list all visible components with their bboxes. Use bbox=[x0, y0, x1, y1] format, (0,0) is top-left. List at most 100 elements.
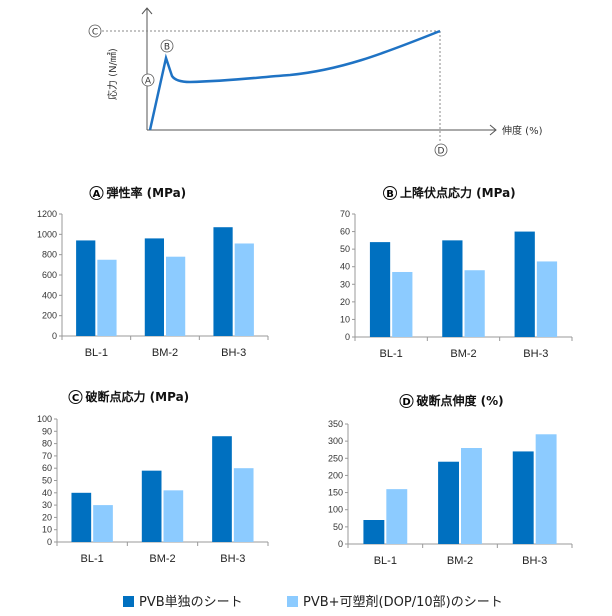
marker-c: C bbox=[88, 24, 102, 38]
legend-label-pvb: PVB単独のシート bbox=[139, 594, 243, 610]
chart-title: B 上降伏点応力 (MPa) bbox=[383, 185, 516, 200]
y-tick-label: 50 bbox=[333, 522, 343, 532]
diagram-y-label: 応力 (N/㎟) bbox=[106, 48, 119, 100]
y-tick-label: 50 bbox=[42, 476, 52, 486]
y-tick-label: 0 bbox=[47, 537, 52, 547]
x-tick-label: BL-1 bbox=[81, 553, 104, 565]
x-tick-label: BM-2 bbox=[149, 553, 175, 565]
bar-pvb-dop bbox=[461, 448, 482, 544]
bar-pvb bbox=[512, 451, 534, 544]
bar-pvb bbox=[514, 231, 535, 337]
y-tick-label: 20 bbox=[42, 512, 52, 522]
y-tick-label: 10 bbox=[340, 314, 350, 324]
bar-pvb-dop bbox=[163, 490, 184, 542]
y-tick-label: 100 bbox=[328, 505, 343, 515]
x-tick-label: BH-3 bbox=[523, 348, 548, 360]
y-tick-label: 400 bbox=[42, 290, 57, 300]
y-tick-label: 60 bbox=[340, 227, 350, 237]
bar-pvb-dop bbox=[93, 505, 113, 542]
chart-title: C 破断点応力 (MPa) bbox=[68, 389, 190, 404]
bar-pvb bbox=[144, 238, 164, 336]
diagram-x-label: 伸度 (%) bbox=[502, 124, 543, 137]
y-tick-label: 0 bbox=[345, 332, 350, 342]
marker-b: B bbox=[160, 39, 174, 53]
y-tick-label: 1200 bbox=[37, 209, 57, 219]
y-tick-label: 90 bbox=[42, 426, 52, 436]
x-tick-label: BM-2 bbox=[447, 555, 473, 567]
chart-title-text: 破断点伸度 (%) bbox=[417, 393, 504, 408]
y-tick-label: 0 bbox=[52, 331, 57, 341]
bar-pvb-dop bbox=[233, 468, 254, 542]
legend-swatch-pvb bbox=[123, 596, 134, 607]
bar-pvb bbox=[369, 242, 391, 337]
svg-text:A: A bbox=[145, 77, 152, 87]
y-tick-label: 0 bbox=[338, 539, 343, 549]
svg-text:D: D bbox=[438, 147, 445, 157]
chart-title-text: 弾性率 (MPa) bbox=[107, 185, 187, 200]
y-tick-label: 50 bbox=[340, 244, 350, 254]
y-tick-label: 300 bbox=[328, 436, 343, 446]
x-axis-arrowhead bbox=[489, 124, 497, 136]
y-tick-label: 40 bbox=[42, 488, 52, 498]
legend-swatch-pvb-dop bbox=[287, 596, 298, 607]
bar-pvb-dop bbox=[386, 489, 408, 544]
svg-text:B: B bbox=[164, 43, 170, 53]
marker-d: D bbox=[434, 143, 448, 157]
y-tick-label: 30 bbox=[42, 500, 52, 510]
chart-title: D 破断点伸度 (%) bbox=[399, 393, 504, 408]
x-tick-label: BH-3 bbox=[221, 347, 246, 359]
x-tick-label: BM-2 bbox=[152, 347, 178, 359]
legend-label-pvb-dop: PVB+可塑剤(DOP/10部)のシート bbox=[303, 594, 503, 610]
bar-pvb bbox=[141, 470, 162, 542]
svg-text:C: C bbox=[92, 28, 98, 38]
y-axis-arrowhead bbox=[141, 7, 153, 15]
bar-pvb bbox=[71, 492, 92, 542]
bar-pvb-dop bbox=[234, 243, 254, 336]
bar-pvb-dop bbox=[536, 261, 558, 337]
bar-pvb-dop bbox=[97, 259, 117, 336]
y-tick-label: 70 bbox=[340, 209, 350, 219]
title-marker-letter: A bbox=[93, 189, 101, 200]
bar-pvb bbox=[363, 520, 385, 544]
chart-title-text: 上降伏点応力 (MPa) bbox=[400, 185, 516, 200]
chart-c: C 破断点応力 (MPa) 0 10 20 30 40 50 60 70 80 90 100 BL-1 BM… bbox=[37, 389, 269, 565]
title-marker bbox=[89, 186, 104, 200]
chart-a: A 弾性率 (MPa) 0 200 400 600 800 1000 1200 BL-1 BM-2 B… bbox=[37, 185, 269, 359]
marker-a: A bbox=[141, 73, 155, 87]
x-tick-label: BL-1 bbox=[380, 348, 403, 360]
x-tick-label: BH-3 bbox=[220, 553, 245, 565]
y-tick-label: 800 bbox=[42, 250, 57, 260]
title-marker-letter: C bbox=[72, 393, 79, 404]
y-tick-label: 150 bbox=[328, 488, 343, 498]
y-tick-label: 200 bbox=[328, 470, 343, 480]
chart-title: A 弾性率 (MPa) bbox=[89, 185, 187, 200]
bar-pvb bbox=[76, 240, 96, 336]
y-tick-label: 200 bbox=[42, 311, 57, 321]
y-tick-label: 10 bbox=[42, 525, 52, 535]
title-marker bbox=[68, 390, 83, 404]
bar-pvb bbox=[442, 240, 463, 337]
chart-title-text: 破断点応力 (MPa) bbox=[86, 389, 190, 404]
y-tick-label: 60 bbox=[42, 463, 52, 473]
bar-pvb-dop bbox=[535, 434, 557, 544]
y-tick-label: 30 bbox=[340, 279, 350, 289]
bar-pvb bbox=[212, 436, 232, 542]
legend: PVB単独のシート PVB+可塑剤(DOP/10部)のシート bbox=[123, 594, 503, 610]
y-tick-label: 40 bbox=[340, 262, 350, 272]
y-tick-label: 350 bbox=[328, 419, 343, 429]
y-tick-label: 70 bbox=[42, 451, 52, 461]
bar-pvb-dop bbox=[166, 256, 186, 336]
x-tick-label: BM-2 bbox=[450, 348, 476, 360]
x-tick-label: BH-3 bbox=[522, 555, 547, 567]
chart-b: B 上降伏点応力 (MPa) 0 10 20 30 40 50 60 70 BL-1 BM-2 BH-3 bbox=[340, 185, 573, 360]
y-tick-label: 600 bbox=[42, 270, 57, 280]
y-tick-label: 250 bbox=[328, 453, 343, 463]
bar-pvb-dop bbox=[464, 270, 485, 337]
chart-d: D 破断点伸度 (%) 0 50 100 150 200 250 300 350 BL-1 BM-2 B… bbox=[328, 393, 573, 567]
bar-pvb bbox=[438, 461, 459, 544]
x-tick-label: BL-1 bbox=[85, 347, 108, 359]
title-marker-letter: B bbox=[386, 189, 394, 200]
title-marker bbox=[399, 394, 414, 408]
